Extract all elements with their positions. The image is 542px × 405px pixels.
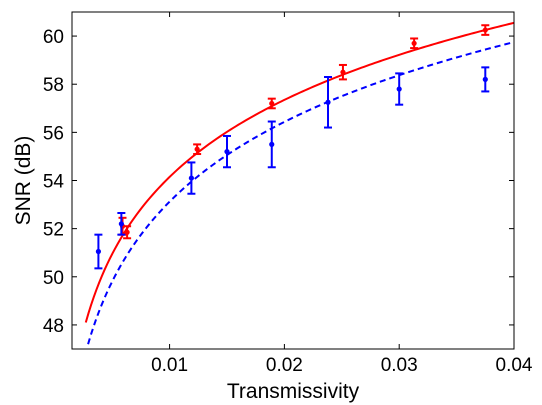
data-marker [194, 146, 200, 152]
data-marker [396, 86, 402, 92]
data-point [481, 24, 490, 36]
y-tick-label: 54 [43, 172, 65, 193]
data-point [193, 143, 202, 156]
fit-curve-solid [84, 21, 515, 323]
y-tick-label: 58 [43, 75, 64, 96]
data-point [338, 63, 347, 81]
data-point [324, 75, 333, 129]
data-marker [325, 99, 331, 105]
x-tick-label: 0.03 [381, 355, 418, 376]
data-point [123, 225, 132, 240]
y-axis-label: SNR (dB) [12, 136, 35, 226]
data-point [222, 134, 231, 169]
ticks: 0.01 0.02 0.03 0.04 48 50 52 54 56 58 60 [43, 12, 533, 376]
y-tick-label: 52 [43, 220, 64, 241]
data-marker [95, 248, 102, 255]
data-marker [340, 69, 346, 75]
data-point [267, 120, 276, 169]
data-marker [188, 175, 194, 181]
plot-frame [71, 11, 515, 350]
y-tick-label: 56 [43, 123, 64, 144]
data-point [187, 161, 196, 195]
y-tick-label: 48 [43, 316, 64, 337]
data-marker [118, 221, 124, 227]
data-marker [269, 141, 275, 147]
data-marker [269, 100, 275, 107]
data-marker [124, 229, 130, 235]
data-point [117, 211, 126, 236]
x-axis-label: Transmissivity [227, 380, 360, 403]
data-point [94, 233, 103, 270]
x-tick-label: 0.02 [266, 355, 303, 376]
fit-curve-dashed [87, 41, 515, 345]
data-point [267, 97, 276, 110]
data-point [395, 72, 404, 106]
data-marker [411, 40, 417, 46]
data-points [94, 24, 490, 270]
y-tick-label: 50 [43, 268, 64, 289]
data-point [481, 66, 490, 93]
x-tick-label: 0.04 [496, 355, 533, 376]
x-tick-label: 0.01 [151, 355, 188, 376]
data-marker [482, 76, 488, 82]
y-tick-label: 60 [43, 27, 64, 48]
fit-curves [84, 21, 515, 345]
data-marker [224, 149, 230, 155]
axes [71, 11, 515, 350]
data-point [410, 37, 419, 50]
data-marker [482, 27, 488, 33]
